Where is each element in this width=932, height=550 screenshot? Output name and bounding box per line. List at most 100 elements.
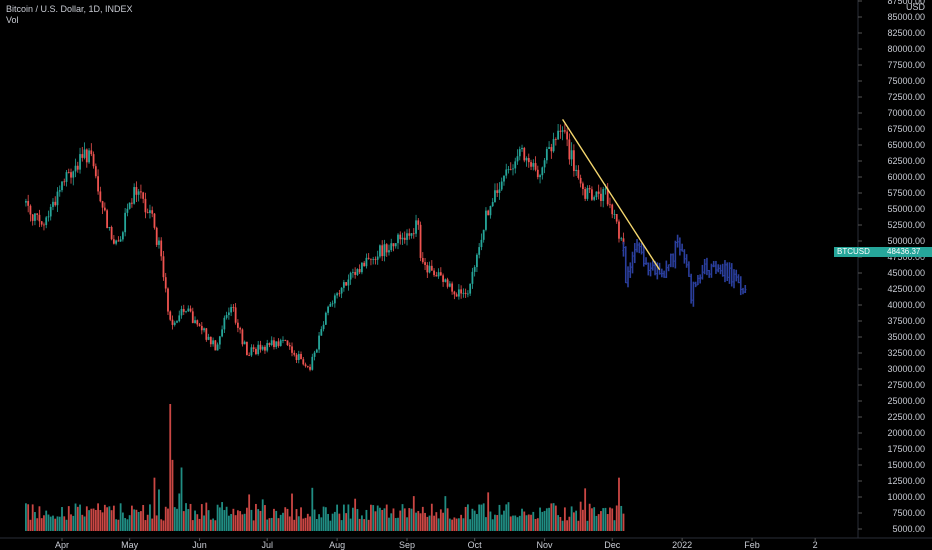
candle-body: [43, 224, 45, 226]
trendline[interactable]: [562, 119, 661, 271]
candle-body: [74, 165, 77, 172]
volume-bar: [613, 520, 616, 531]
candle-body: [198, 324, 201, 326]
price-tick-label: 67500.00: [887, 124, 925, 134]
volume-bar: [417, 511, 420, 531]
candle-body: [29, 205, 32, 215]
volume-bar: [248, 494, 251, 531]
volume-bar: [182, 511, 185, 531]
candle-body: [491, 202, 494, 207]
volume-bar: [390, 513, 393, 531]
candle-body: [128, 202, 131, 209]
candle-body: [27, 201, 30, 206]
volume-bar: [575, 510, 578, 531]
volume-bar: [119, 503, 122, 531]
volume-bar: [622, 513, 625, 531]
volume-bar: [439, 509, 442, 531]
volume-bar: [462, 518, 465, 531]
volume-bar: [500, 514, 503, 531]
candle-body: [196, 320, 199, 325]
volume-bar: [255, 503, 257, 531]
volume-bar: [333, 511, 336, 531]
volume-bar: [379, 507, 381, 531]
candle-body: [385, 244, 388, 253]
candle-body: [374, 259, 377, 260]
candle-body: [333, 295, 336, 304]
volume-bar: [160, 519, 163, 531]
candle-body: [234, 307, 237, 323]
candle-body: [620, 238, 623, 240]
volume-bar: [81, 514, 84, 531]
candle-body: [207, 336, 210, 340]
volume-bar: [63, 516, 66, 531]
candle-body: [306, 366, 309, 367]
volume-bar: [356, 509, 359, 531]
candle-body: [548, 147, 550, 149]
volume-bar: [146, 514, 149, 531]
candle-body: [284, 340, 287, 341]
candle-body: [376, 256, 379, 260]
candle-body: [61, 181, 63, 191]
candle-body: [530, 162, 532, 167]
volume-bar: [153, 477, 156, 531]
candle-body: [489, 206, 492, 216]
candle-body: [65, 172, 68, 182]
candle-body: [412, 233, 415, 235]
volume-bar: [297, 516, 300, 531]
volume-bar: [133, 509, 136, 531]
time-tick-label: Nov: [537, 540, 554, 550]
candle-body: [392, 243, 395, 247]
price-tick-label: 7500.00: [892, 508, 925, 518]
candle-body: [559, 130, 562, 132]
candle-body: [124, 212, 127, 233]
volume-bar: [126, 519, 129, 531]
candle-body: [514, 161, 517, 169]
volume-bar: [191, 520, 194, 531]
candle-body: [230, 307, 233, 313]
volume-bar: [561, 520, 564, 531]
volume-bar: [437, 518, 440, 531]
candle-body: [322, 324, 325, 330]
volume-bar: [273, 508, 275, 531]
price-tick-label: 35000.00: [887, 332, 925, 342]
volume-bar: [43, 515, 45, 531]
candle-body: [140, 191, 142, 193]
candle-body: [582, 183, 584, 190]
price-tick-label: 60000.00: [887, 172, 925, 182]
volume-bar: [268, 518, 271, 531]
volume-bar: [131, 505, 133, 531]
candle-body: [56, 191, 59, 206]
candle-body: [151, 210, 154, 214]
time-axis[interactable]: Apr May Jun Jul Aug Sep Oct Nov Dec 2022 Feb 2: [0, 537, 932, 550]
volume-bar: [275, 510, 278, 531]
candle-body: [135, 187, 138, 195]
candle-body: [167, 288, 169, 312]
volume-bar: [530, 514, 532, 531]
volume-bar: [291, 493, 293, 531]
candle-body: [76, 165, 79, 170]
volume-bar: [340, 520, 343, 531]
candle-body: [90, 150, 93, 155]
time-tick-label: May: [121, 540, 139, 550]
candle-body: [568, 139, 571, 160]
candle-body: [381, 245, 384, 257]
candle-body: [121, 232, 124, 240]
candle-body: [300, 354, 302, 360]
candle-body: [361, 262, 363, 273]
volume-bar: [279, 514, 282, 531]
candle-body: [227, 312, 230, 316]
volume-bar: [293, 519, 296, 531]
candle-body: [534, 163, 537, 170]
volume-bar: [67, 506, 70, 531]
candle-body: [313, 352, 316, 357]
candle-body: [318, 335, 320, 350]
candle-body: [293, 352, 296, 355]
price-axis[interactable]: 87500.00 85000.00 82500.00 80000.00 77500.00…: [857, 0, 925, 538]
volume-bar: [306, 513, 309, 531]
candle-body: [200, 325, 203, 331]
volume-bar: [604, 507, 607, 531]
projection-bars: [622, 234, 747, 307]
volume-bar: [491, 519, 494, 531]
candle-body: [462, 292, 465, 294]
